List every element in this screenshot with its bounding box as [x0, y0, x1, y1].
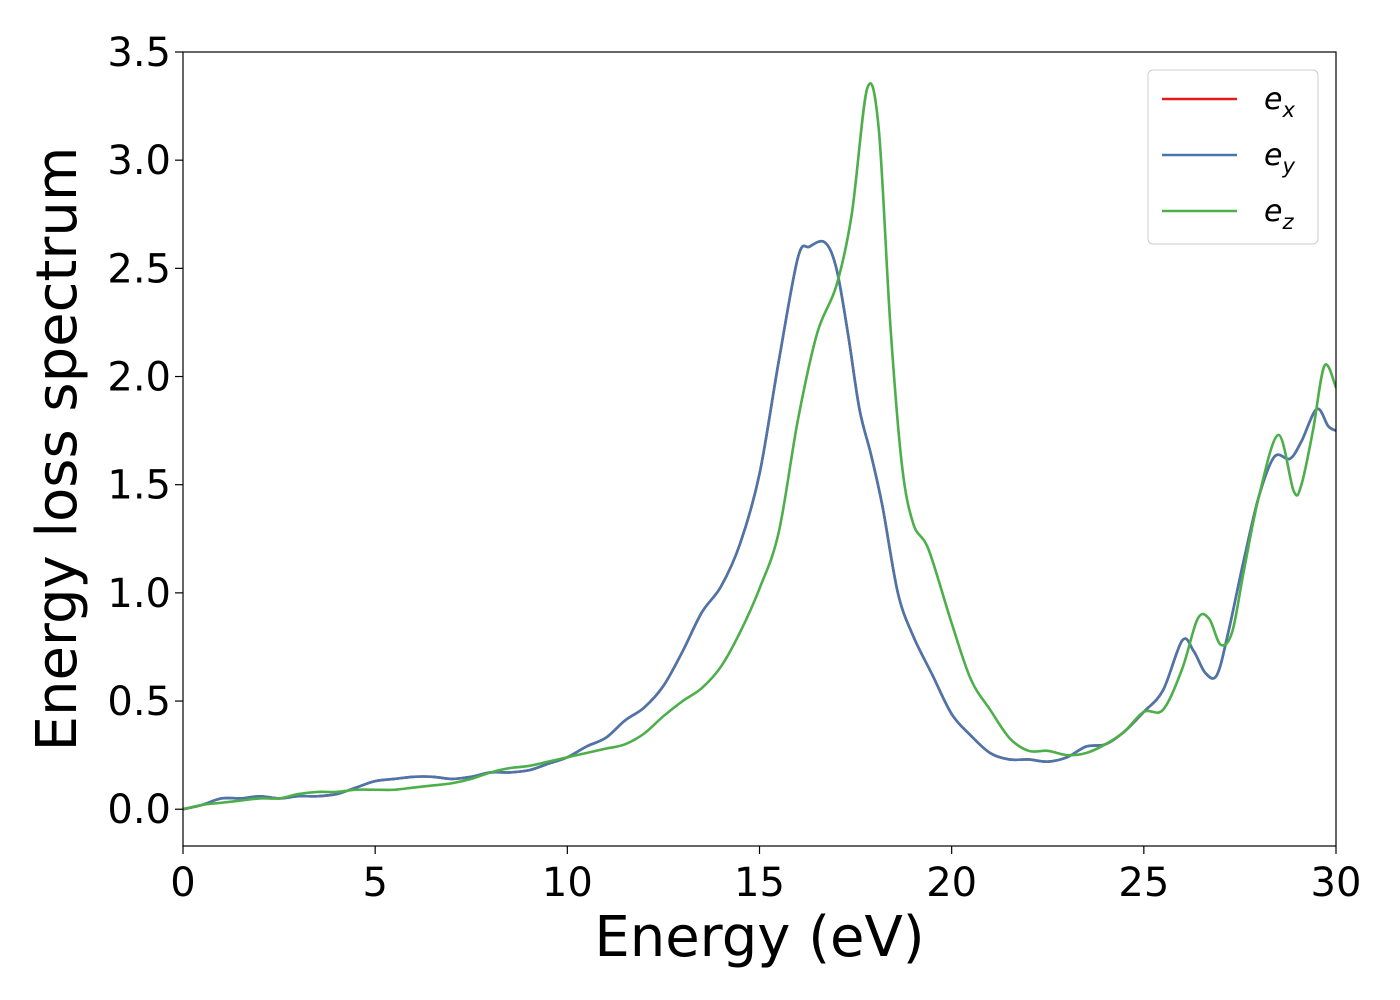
- x-tick-label: 5: [362, 860, 387, 906]
- y-tick-label: 0.0: [107, 787, 171, 833]
- y-axis: 0.0 0.5 1.0 1.5 2.0 2.5 3.0 3.5: [107, 30, 183, 833]
- legend-label-e-x: ex: [1264, 82, 1295, 122]
- series-line-e-y: [183, 239, 1336, 811]
- y-axis-title: Energy loss spectrum: [25, 147, 90, 752]
- x-tick-label: 10: [542, 860, 593, 906]
- y-tick-label: 0.5: [107, 679, 171, 725]
- x-tick-label: 30: [1311, 860, 1362, 906]
- y-tick-label: 1.0: [107, 571, 171, 617]
- y-tick-label: 3.5: [107, 30, 171, 76]
- y-tick-label: 2.5: [107, 246, 171, 292]
- series-line-e-x: [183, 239, 1336, 811]
- y-tick-label: 2.0: [107, 355, 171, 401]
- y-tick-label: 3.0: [107, 138, 171, 184]
- x-tick-label: 20: [926, 860, 977, 906]
- x-tick-label: 0: [170, 860, 195, 906]
- x-axis: 0 5 10 15 20 25 30: [170, 846, 1361, 906]
- series-lines: [183, 82, 1336, 811]
- x-axis-title: Energy (eV): [594, 905, 924, 970]
- legend: ex ey ez: [1147, 69, 1319, 245]
- x-tick-label: 15: [734, 860, 785, 906]
- series-line-e-z: [183, 82, 1336, 811]
- x-tick-label: 25: [1118, 860, 1169, 906]
- legend-box: [1147, 69, 1319, 245]
- legend-label-e-z: ez: [1264, 194, 1294, 234]
- y-tick-label: 1.5: [107, 463, 171, 509]
- legend-label-e-y: ey: [1264, 138, 1295, 178]
